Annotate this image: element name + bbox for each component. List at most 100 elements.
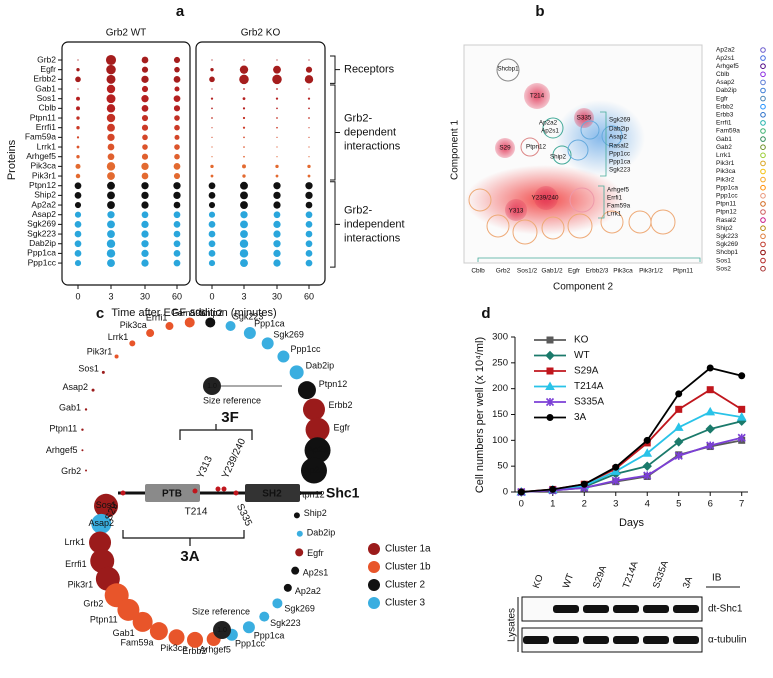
cluster-circle: [600, 210, 624, 234]
dot: [210, 97, 214, 100]
dot: [308, 107, 310, 110]
bracket: [477, 111, 701, 262]
plot-label: Ptpn12: [526, 144, 546, 151]
cluster-circle: [569, 187, 595, 213]
node-label: Egfr: [307, 548, 324, 558]
node: [291, 566, 300, 575]
dot: [276, 126, 278, 129]
size-ref-label: Size reference: [192, 606, 250, 616]
dot: [173, 250, 181, 257]
x-tick-label: 1: [550, 499, 555, 510]
axis-category: Sos1/2: [517, 268, 538, 275]
dot: [239, 74, 249, 85]
node: [259, 611, 270, 622]
legend-label: Ap2a2: [716, 47, 735, 54]
y-tick-label: 100: [492, 435, 508, 446]
dot: [107, 172, 115, 180]
node: [184, 317, 195, 328]
legend-label: WT: [574, 350, 590, 361]
dot: [211, 117, 213, 119]
site: [233, 490, 239, 496]
dot: [211, 127, 213, 129]
marker: [705, 406, 716, 416]
dot: [141, 220, 149, 229]
x-tick-label: 30: [140, 291, 150, 301]
node-label: Pik3r1: [87, 347, 113, 357]
legend-symbol: [760, 128, 766, 134]
dot: [141, 249, 149, 258]
dot: [276, 146, 278, 148]
node-label: Asap2: [63, 382, 89, 392]
group-bracket: [330, 84, 340, 181]
dot: [305, 66, 313, 73]
y-tick-label: Ppp1cc: [28, 257, 57, 267]
marker: [738, 405, 746, 413]
y-tick-label: Gab1: [35, 83, 56, 93]
node-label: Grb2: [61, 466, 81, 476]
band-strong: [673, 605, 699, 613]
node-label: Ppp1cc: [291, 344, 322, 354]
legend-label: Gab2: [716, 144, 732, 151]
plot-label: Sgk269: [609, 117, 631, 124]
marker: [675, 390, 683, 398]
node: [277, 350, 290, 363]
dot: [174, 115, 180, 121]
dot: [240, 230, 248, 238]
dot: [208, 221, 216, 228]
dot: [174, 66, 180, 73]
dot: [308, 136, 310, 138]
node: [283, 583, 292, 592]
node-label: Ship2: [304, 508, 327, 518]
plot-label: Asap2: [609, 134, 627, 141]
dot: [141, 191, 149, 200]
ptb-domain: [145, 484, 200, 502]
y-tick-label: Dab2ip: [29, 238, 56, 248]
node: [205, 317, 216, 328]
y-tick-label: 200: [492, 383, 508, 394]
dot: [305, 201, 313, 209]
node-label: Egfr: [333, 423, 350, 433]
dot: [243, 146, 245, 148]
dot: [77, 88, 79, 90]
dot: [174, 153, 180, 160]
dot: [308, 88, 310, 90]
x-tick-label: 7: [739, 499, 744, 510]
legend-label: Cluster 1a: [385, 544, 431, 555]
dot: [305, 211, 313, 219]
dot: [242, 116, 246, 120]
dot: [173, 182, 181, 190]
axis-category: Pik3r1/2: [639, 268, 663, 275]
legend-symbol: [760, 95, 766, 102]
dot: [107, 191, 115, 200]
dot: [74, 201, 82, 209]
dot: [107, 123, 115, 132]
dot: [76, 67, 80, 72]
marker: [546, 336, 554, 344]
group-label: independent: [344, 218, 405, 230]
y-tick-label: Egfr: [40, 64, 56, 74]
node-label: Ptpn12: [319, 379, 348, 389]
legend-symbol: [760, 160, 766, 167]
dot: [142, 144, 148, 150]
node-label: Fam59a: [172, 308, 205, 318]
dot: [273, 230, 281, 238]
legend-label: Errfi1: [716, 120, 732, 127]
dot: [107, 230, 115, 238]
row-label: α-tubulin: [708, 635, 747, 646]
cluster-circle: [541, 216, 565, 240]
node-label: Ap2s: [307, 445, 328, 455]
dot: [210, 174, 214, 178]
marker: [738, 372, 746, 380]
dot: [141, 114, 149, 122]
legend-label: T214A: [574, 381, 604, 392]
legend-symbol: [760, 47, 766, 53]
node-label: Dab2ip: [307, 528, 336, 538]
dot: [106, 94, 116, 104]
lane-label: KO: [531, 573, 546, 590]
cluster-circle: [650, 209, 676, 235]
y-tick-label: Sos1: [37, 93, 57, 103]
size-reference: [213, 621, 231, 639]
node: [289, 365, 304, 380]
node-label: Sos1: [96, 500, 117, 510]
y-tick-label: 300: [492, 332, 508, 343]
